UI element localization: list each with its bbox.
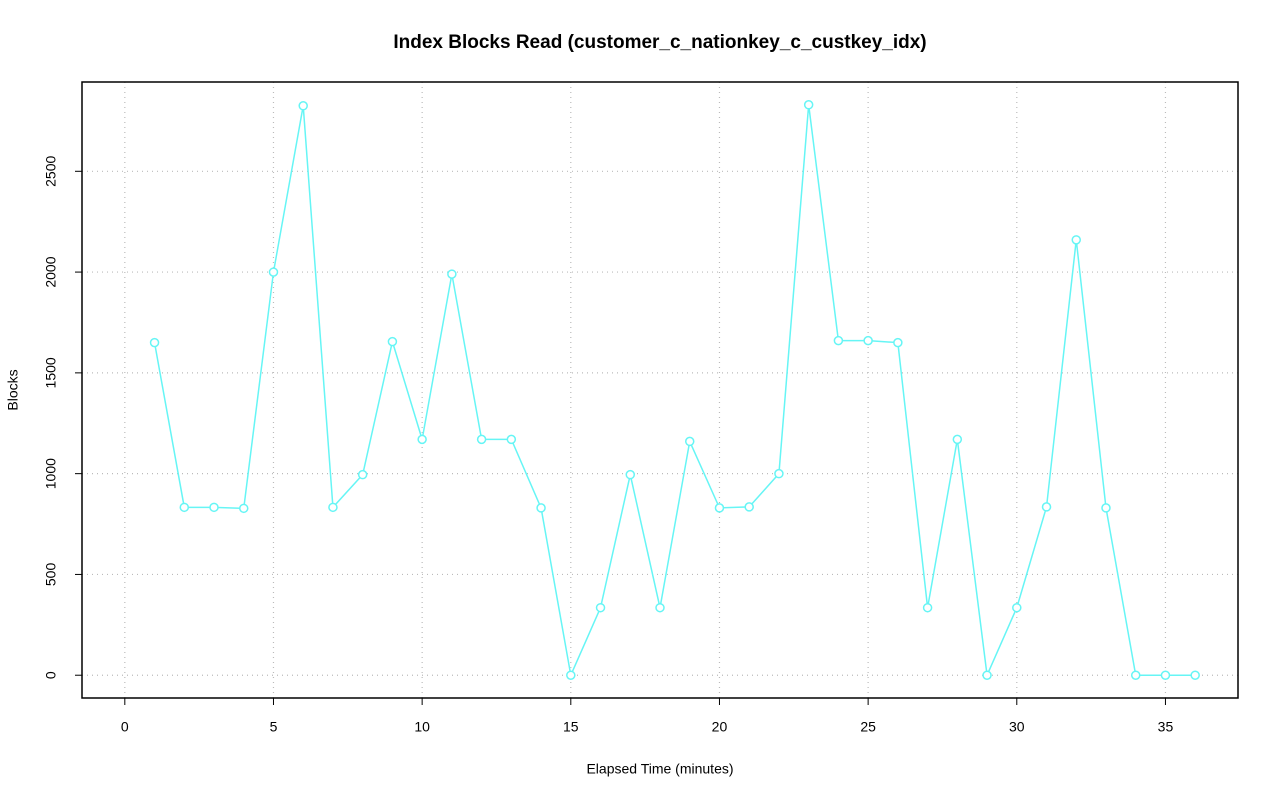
x-tick-label: 0 <box>121 719 129 735</box>
data-point <box>328 502 338 513</box>
data-point <box>595 602 606 613</box>
data-point <box>566 670 576 680</box>
data-point <box>238 503 249 514</box>
data-point <box>1101 503 1111 513</box>
x-tick-label: 5 <box>270 719 278 735</box>
data-point <box>803 100 814 110</box>
data-point <box>298 101 308 111</box>
data-point <box>1130 670 1141 680</box>
y-tick-label: 2500 <box>43 156 59 187</box>
data-point <box>149 337 160 348</box>
data-point <box>1041 502 1052 512</box>
y-axis-label: Blocks <box>5 369 21 410</box>
y-tick-label: 1000 <box>43 458 59 489</box>
data-point <box>744 502 754 512</box>
data-point <box>625 469 636 480</box>
chart-title: Index Blocks Read (customer_c_nationkey_… <box>393 32 926 53</box>
data-point <box>536 503 546 513</box>
data-point <box>209 502 219 513</box>
data-point <box>893 337 903 348</box>
data-point <box>417 434 427 445</box>
y-tick-label: 1500 <box>43 357 59 388</box>
data-point <box>863 335 873 346</box>
data-point <box>506 434 517 445</box>
data-point <box>922 602 933 613</box>
data-point <box>1160 670 1171 680</box>
data-point <box>952 434 963 445</box>
data-point <box>268 267 279 277</box>
plot-frame <box>81 81 1239 699</box>
data-point <box>1012 602 1022 613</box>
series-line <box>153 104 1196 679</box>
data-point <box>684 436 695 447</box>
data-point <box>1071 235 1082 245</box>
x-tick-label: 20 <box>712 719 728 735</box>
data-point <box>447 269 457 279</box>
x-tick-label: 15 <box>563 719 579 735</box>
x-tick-label: 35 <box>1158 719 1174 735</box>
data-point <box>1190 670 1200 680</box>
data-point <box>179 502 190 513</box>
x-tick-label: 30 <box>1009 719 1025 735</box>
data-point <box>833 335 844 346</box>
x-tick-label: 10 <box>414 719 430 735</box>
x-axis-label: Elapsed Time (minutes) <box>586 761 733 777</box>
data-point <box>774 468 784 479</box>
data-point <box>982 670 992 680</box>
data-point <box>387 336 398 347</box>
y-tick-label: 0 <box>43 671 59 679</box>
data-point <box>476 434 487 445</box>
data-point <box>714 503 725 513</box>
y-tick-label: 500 <box>43 563 59 587</box>
x-tick-label: 25 <box>860 719 876 735</box>
y-tick-label: 2000 <box>43 256 59 287</box>
data-point <box>655 602 665 613</box>
data-point <box>357 469 368 480</box>
